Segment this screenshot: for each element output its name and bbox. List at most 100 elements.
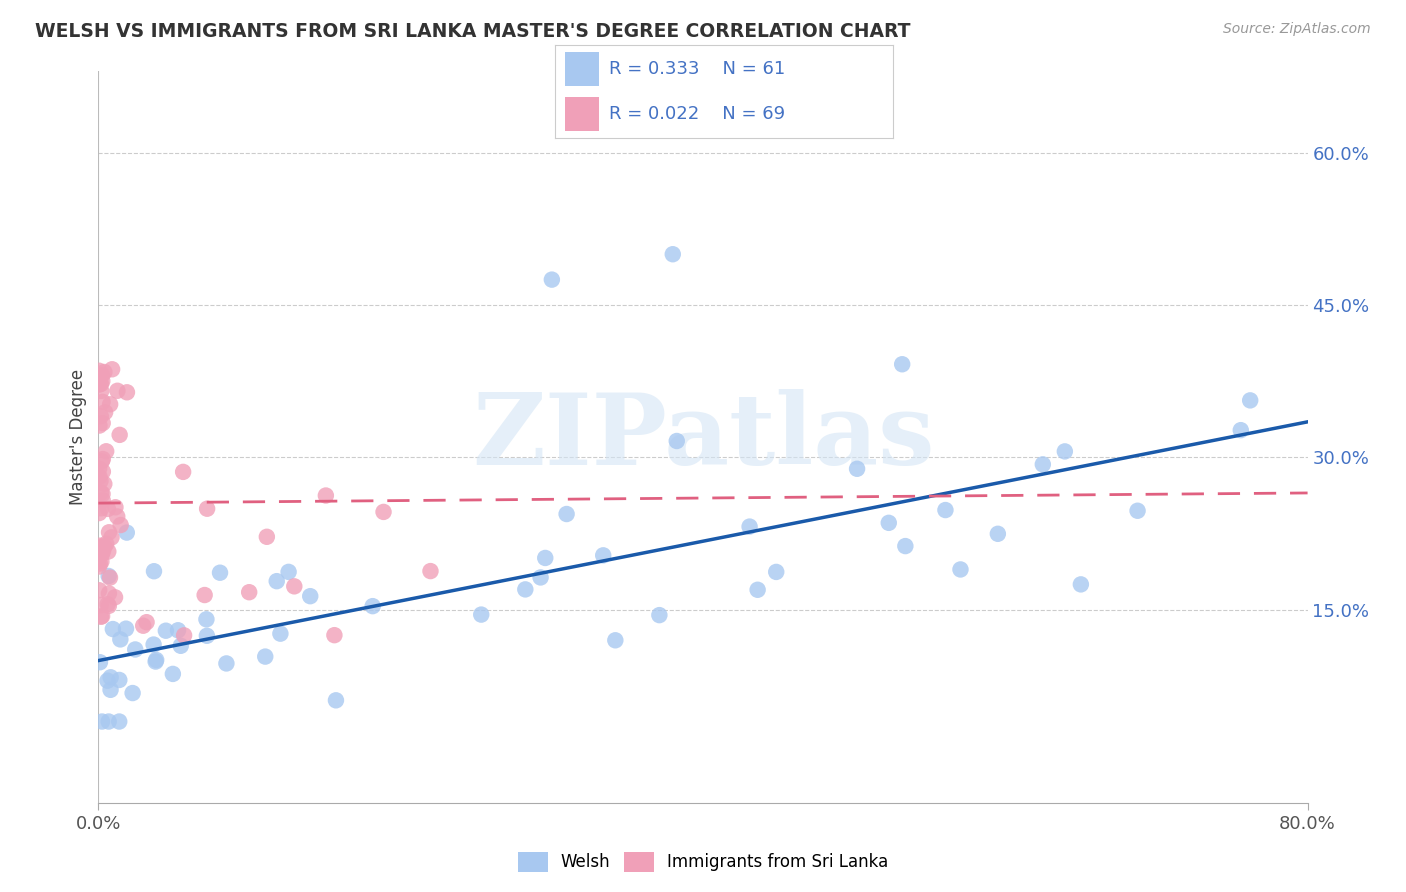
Point bbox=[89, 583, 111, 598]
Point bbox=[215, 657, 238, 671]
Point bbox=[90, 609, 112, 624]
Point bbox=[100, 682, 122, 697]
Point bbox=[89, 377, 111, 392]
Point bbox=[195, 612, 218, 626]
Point bbox=[108, 714, 131, 729]
Point bbox=[98, 571, 121, 585]
Point bbox=[648, 608, 671, 623]
Point bbox=[145, 653, 167, 667]
Point bbox=[110, 632, 132, 647]
Text: WELSH VS IMMIGRANTS FROM SRI LANKA MASTER'S DEGREE CORRELATION CHART: WELSH VS IMMIGRANTS FROM SRI LANKA MASTE… bbox=[35, 22, 911, 41]
Point bbox=[987, 526, 1010, 541]
Point bbox=[142, 638, 165, 652]
Point bbox=[170, 639, 193, 653]
Point bbox=[104, 591, 127, 605]
Point bbox=[124, 642, 146, 657]
Point bbox=[91, 465, 114, 479]
Point bbox=[89, 474, 111, 488]
Point bbox=[90, 409, 112, 424]
Point bbox=[132, 618, 155, 632]
Point bbox=[934, 503, 956, 517]
Point bbox=[254, 649, 277, 664]
Point bbox=[98, 525, 121, 540]
Point bbox=[91, 394, 114, 409]
Text: ZIPatlas: ZIPatlas bbox=[472, 389, 934, 485]
Point bbox=[90, 454, 112, 468]
Point bbox=[91, 493, 114, 508]
Point bbox=[89, 655, 111, 669]
Point bbox=[238, 585, 260, 599]
Point bbox=[1239, 393, 1261, 408]
Point bbox=[266, 574, 288, 589]
Point bbox=[108, 428, 131, 442]
Point bbox=[100, 530, 122, 544]
Point bbox=[269, 626, 291, 640]
Point bbox=[89, 559, 111, 574]
Point bbox=[90, 376, 112, 391]
Point bbox=[89, 461, 111, 475]
Point bbox=[97, 586, 120, 600]
Point bbox=[108, 673, 131, 687]
Point bbox=[91, 544, 114, 558]
Point bbox=[105, 509, 128, 524]
Point bbox=[89, 541, 111, 555]
Point bbox=[155, 624, 177, 638]
Point bbox=[91, 609, 114, 624]
Point bbox=[91, 374, 114, 388]
Point bbox=[534, 551, 557, 566]
Point bbox=[96, 673, 118, 688]
Point bbox=[283, 579, 305, 593]
FancyBboxPatch shape bbox=[565, 97, 599, 131]
Point bbox=[515, 582, 537, 597]
Point bbox=[592, 549, 614, 563]
Point bbox=[162, 667, 184, 681]
Point bbox=[90, 598, 112, 612]
Point bbox=[96, 537, 118, 551]
Point bbox=[115, 385, 138, 400]
Point bbox=[90, 547, 112, 561]
Point bbox=[115, 622, 138, 636]
Point bbox=[323, 628, 346, 642]
Point bbox=[93, 477, 115, 491]
Point bbox=[325, 693, 347, 707]
Point bbox=[361, 599, 384, 614]
Point bbox=[208, 566, 231, 580]
Point bbox=[89, 418, 111, 433]
Point bbox=[90, 368, 112, 383]
Point bbox=[97, 569, 120, 583]
Point bbox=[1032, 458, 1054, 472]
Point bbox=[121, 686, 143, 700]
Point bbox=[89, 539, 111, 553]
Point bbox=[90, 384, 112, 398]
Point bbox=[167, 624, 190, 638]
Point bbox=[894, 539, 917, 553]
Point bbox=[1070, 577, 1092, 591]
Point bbox=[1053, 444, 1076, 458]
Point bbox=[91, 452, 114, 467]
Point bbox=[93, 365, 115, 379]
Point bbox=[765, 565, 787, 579]
Point bbox=[949, 562, 972, 576]
FancyBboxPatch shape bbox=[565, 52, 599, 86]
Point bbox=[747, 582, 769, 597]
Point bbox=[97, 599, 120, 613]
Point bbox=[115, 525, 138, 540]
Point bbox=[662, 247, 685, 261]
Point bbox=[277, 565, 299, 579]
Point bbox=[110, 518, 132, 533]
Point bbox=[96, 444, 118, 458]
Point bbox=[256, 530, 278, 544]
Point bbox=[419, 564, 441, 578]
Point bbox=[101, 362, 124, 376]
Point bbox=[94, 405, 117, 419]
Text: R = 0.022    N = 69: R = 0.022 N = 69 bbox=[609, 105, 786, 123]
Point bbox=[540, 272, 562, 286]
Point bbox=[1126, 504, 1149, 518]
Point bbox=[90, 501, 112, 516]
Point bbox=[555, 507, 578, 521]
Point bbox=[143, 564, 166, 578]
Point bbox=[738, 519, 761, 533]
Point bbox=[173, 628, 195, 642]
Point bbox=[529, 570, 551, 584]
Text: R = 0.333    N = 61: R = 0.333 N = 61 bbox=[609, 60, 786, 78]
